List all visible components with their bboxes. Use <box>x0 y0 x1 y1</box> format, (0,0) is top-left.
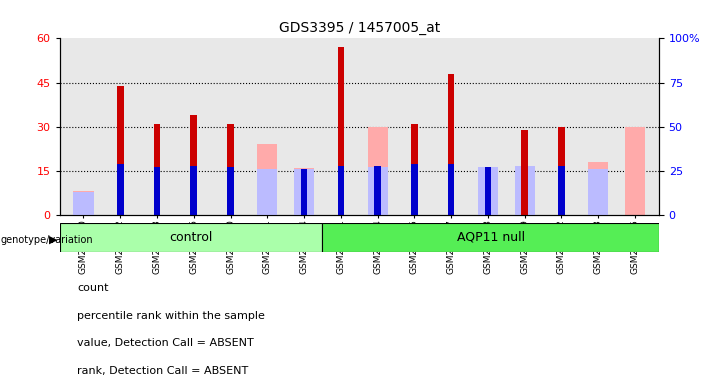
Text: genotype/variation: genotype/variation <box>1 235 93 245</box>
Bar <box>367 127 388 215</box>
Bar <box>191 115 197 215</box>
Bar <box>117 86 123 215</box>
Text: AQP11 null: AQP11 null <box>456 231 525 243</box>
Bar <box>411 124 418 215</box>
Bar <box>227 167 234 215</box>
FancyBboxPatch shape <box>322 223 659 252</box>
Bar <box>478 167 498 215</box>
Title: GDS3395 / 1457005_at: GDS3395 / 1457005_at <box>278 21 440 35</box>
Bar <box>374 166 381 215</box>
Bar <box>191 166 197 215</box>
Bar <box>154 124 161 215</box>
Bar <box>558 127 565 215</box>
Bar <box>515 166 535 215</box>
Bar <box>74 192 94 215</box>
Text: percentile rank within the sample: percentile rank within the sample <box>77 311 265 321</box>
Bar <box>484 167 491 215</box>
Bar <box>257 169 278 215</box>
Text: count: count <box>77 283 109 293</box>
Bar <box>558 166 565 215</box>
Bar <box>74 192 94 215</box>
Bar <box>588 169 608 215</box>
Bar <box>257 144 278 215</box>
Bar <box>154 167 161 215</box>
Bar <box>294 168 314 215</box>
Bar <box>117 164 123 215</box>
Bar <box>522 130 528 215</box>
Text: ▶: ▶ <box>49 235 57 245</box>
Text: control: control <box>170 231 212 243</box>
Bar <box>301 169 308 215</box>
Text: rank, Detection Call = ABSENT: rank, Detection Call = ABSENT <box>77 366 248 376</box>
Bar <box>338 166 344 215</box>
Bar <box>294 169 314 215</box>
Bar <box>367 167 388 215</box>
FancyBboxPatch shape <box>60 223 322 252</box>
Bar <box>625 127 645 215</box>
Bar <box>411 164 418 215</box>
Bar <box>588 162 608 215</box>
Bar <box>448 164 454 215</box>
Text: value, Detection Call = ABSENT: value, Detection Call = ABSENT <box>77 338 254 348</box>
Bar <box>227 124 234 215</box>
Bar <box>338 47 344 215</box>
Bar <box>448 74 454 215</box>
